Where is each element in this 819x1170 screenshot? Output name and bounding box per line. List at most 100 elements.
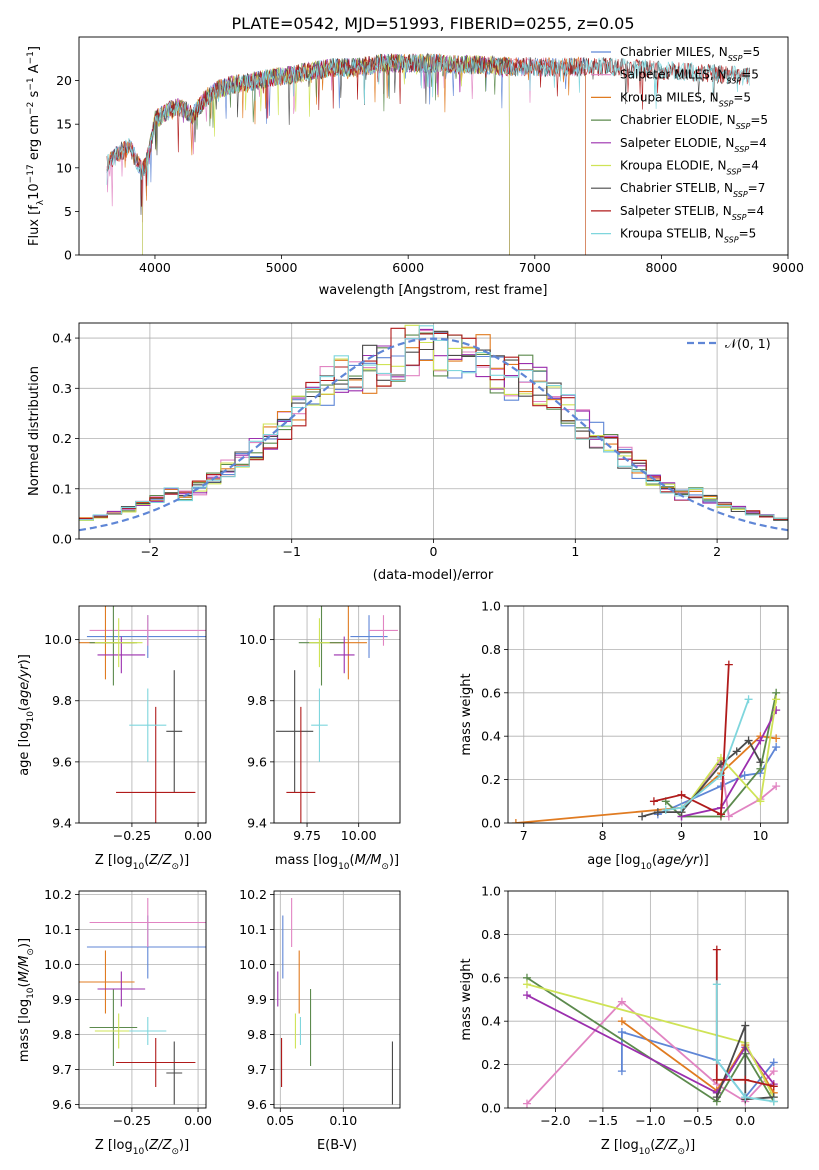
y-tick-label: 0.0 [481,1101,501,1116]
axes-frame [507,605,789,824]
y-axis-label: mass [log10(M/M⊙)] [17,938,36,1062]
weight-marker [769,1067,778,1076]
y-tick-label: 0.6 [481,685,501,700]
errorbar-salpeter-elodie [97,636,146,674]
y-tick-label: 9.6 [52,754,72,769]
weight-marker [716,782,725,791]
weight-marker [744,736,753,745]
spectrum-line-kroupa-miles [106,53,586,255]
legend-label: 𝒩(0, 1) [725,336,771,351]
plot-area-mass-age [276,606,398,823]
weight-marker [769,1058,778,1067]
spectrum-line-salpeter-miles [106,53,586,255]
weight-marker [677,803,686,812]
weight-line-kroupa-stelib [715,984,774,1103]
weight-marker [617,1067,626,1076]
y-tick-label: 9.8 [247,693,267,708]
grid-z-mass [79,891,206,1108]
legend-label: Chabrier MILES, NSSP=5 [620,45,760,63]
y-tick-label: 9.8 [52,1027,72,1042]
weight-marker [741,1021,750,1030]
spectrum-line-chabrier-elodie [142,53,510,255]
legend-label: Chabrier STELIB, NSSP=7 [620,181,765,199]
y-tick-label: 9.6 [247,1097,267,1112]
plot-area-ebv-mass [277,898,393,1105]
weight-marker [732,747,741,756]
x-axis-label: mass [log10(M/M⊙)] [275,853,399,872]
x-tick-label: −2.0 [540,1113,570,1128]
axes-frame [273,605,401,824]
legend-label: Salpeter MILES, NSSP=5 [620,68,759,86]
weight-marker [617,1028,626,1037]
errorbar-salpeter-miles [89,898,206,947]
plot-area-z-mass [79,898,206,1105]
plot-area-z-weight [522,945,778,1108]
weight-line-salpeter-stelib [653,664,730,816]
y-axis-label: mass weight [459,673,474,755]
errorbar-chabrier-stelib [166,670,183,793]
y-tick-label: 10.1 [239,922,267,937]
axes-mass-age: 9.75 10.00 9.4 9.6 9.8 10.0 mass [log10(M/M⊙)] [239,605,401,872]
legend-label: Chabrier ELODIE, NSSP=5 [620,113,768,131]
x-tick-label: −0.25 [113,828,151,843]
weight-marker [772,734,781,743]
x-axis-label: wavelength [Angstrom, rest frame] [319,283,548,298]
errorbar-salpeter-elodie [97,971,146,1007]
y-tick-label: 1.0 [481,884,501,899]
weight-marker [712,1093,721,1102]
x-tick-label: −1.0 [635,1113,665,1128]
weight-marker [677,790,686,799]
y-tick-label: 10.2 [44,887,72,902]
x-tick-label: 6000 [392,260,424,275]
y-tick-label: 0.4 [481,729,501,744]
y-tick-label: 0.0 [52,532,72,547]
spectrum-line-kroupa-elodie [142,53,510,255]
x-tick-label: 0.00 [184,828,212,843]
y-tick-label: 9.7 [247,1062,267,1077]
x-tick-label: −0.5 [683,1113,713,1128]
x-tick-label: 10 [752,828,768,843]
x-tick-label: −2 [141,544,159,559]
legend-label: Kroupa ELODIE, NSSP=4 [620,159,759,177]
legend-label: Salpeter STELIB, NSSP=4 [620,204,764,222]
y-tick-label: 0.4 [52,331,72,346]
spectrum-line-chabrier-miles [106,53,586,255]
figure-title: PLATE=0542, MJD=51993, FIBERID=0255, z=0… [231,14,634,33]
axes-age-weight: 7 8 9 10 0.0 0.2 0.4 0.6 0.8 1.0 age [log10(age/yr… [459,599,789,872]
weight-marker [653,808,662,817]
errorbar-chabrier-stelib [276,670,314,793]
axes-z-mass: −0.25 0.00 9.6 9.7 9.8 9.9 10.0 10.1 10.2 Z [log1… [17,887,212,1157]
errorbar-kroupa-elodie [94,618,143,668]
grid-mass-age [274,606,400,824]
spectrum-line-kroupa-stelib [106,53,750,186]
y-tick-label: 10.0 [44,632,72,647]
weight-marker [772,743,781,752]
x-tick-label: 4000 [139,260,171,275]
axes-frame [273,890,401,1109]
x-axis-label: Z [log10(Z/Z⊙)] [601,1138,695,1157]
x-axis-label: age [log10(age/yr)] [587,853,709,872]
grid-z-age [79,606,206,824]
y-tick-label: 1.0 [481,599,501,614]
y-axis-label: Flux [fλ10−17 erg cm−2 s−1 A−1] [26,46,46,246]
y-tick-label: 9.7 [52,1062,72,1077]
plot-area-z-age [79,606,206,823]
x-tick-label: 9000 [772,260,804,275]
errorbar-kroupa-stelib [129,688,167,762]
y-tick-label: 0.6 [481,970,501,985]
axes-frame [78,36,789,256]
errorbar-kroupa-miles [79,950,135,1014]
weight-marker [511,819,520,823]
axes-ebv-mass: 0.05 0.10 9.6 9.7 9.8 9.9 10.0 10.1 10.2 E(B-V) [239,887,401,1153]
errorbar-kroupa-stelib [311,688,328,762]
y-tick-label: 0.1 [52,481,72,496]
weight-marker [617,1017,626,1026]
x-axis-label: (data-model)/error [373,568,494,583]
axes-frame [78,322,789,540]
y-tick-label: 0.8 [481,927,501,942]
axes-frame [78,890,207,1109]
weight-marker [741,1093,750,1102]
y-tick-label: 10.2 [239,887,267,902]
x-tick-label: 9.75 [293,828,321,843]
normal-curve [79,337,788,532]
